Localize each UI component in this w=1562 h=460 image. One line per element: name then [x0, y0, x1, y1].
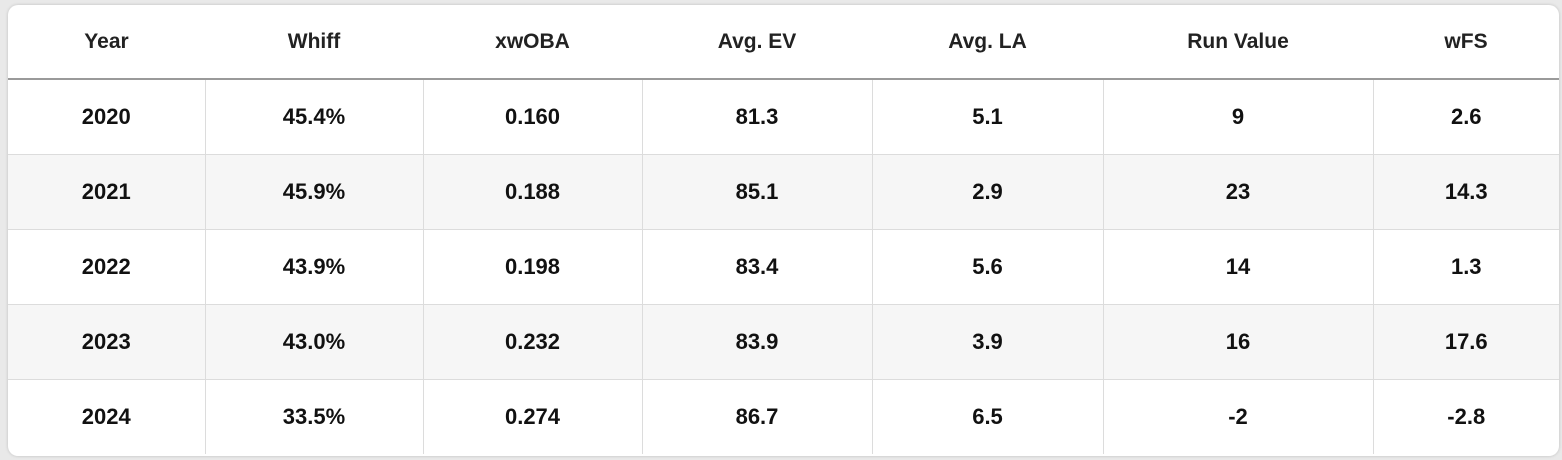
- table-row: 2020 45.4% 0.160 81.3 5.1 9 2.6: [8, 79, 1559, 155]
- cell-year: 2020: [8, 79, 206, 155]
- cell-whiff: 45.4%: [205, 79, 424, 155]
- cell-run-value: -2: [1103, 379, 1374, 454]
- cell-xwoba: 0.188: [423, 154, 643, 230]
- cell-avg-la: 6.5: [872, 379, 1104, 454]
- cell-run-value: 9: [1103, 79, 1374, 155]
- cell-avg-la: 5.1: [872, 79, 1104, 155]
- cell-whiff: 33.5%: [205, 379, 424, 454]
- cell-xwoba: 0.274: [423, 379, 643, 454]
- cell-wfs: 1.3: [1373, 229, 1559, 305]
- cell-avg-la: 5.6: [872, 229, 1104, 305]
- stats-table: Year Whiff xwOBA Avg. EV Avg. LA Run Val…: [8, 5, 1559, 454]
- cell-wfs: -2.8: [1447, 404, 1486, 429]
- cell-year: 2022: [8, 229, 206, 305]
- cell-avg-ev: 86.7: [642, 379, 873, 454]
- cell-xwoba: 0.232: [423, 304, 643, 380]
- header-run-value: Run Value: [1103, 5, 1373, 80]
- cell-avg-ev: 83.4: [642, 229, 873, 305]
- table-header: Year Whiff xwOBA Avg. EV Avg. LA Run Val…: [8, 5, 1559, 80]
- table-row: 2022 43.9% 0.198 83.4 5.6 14 1.3: [8, 229, 1559, 305]
- header-row: Year Whiff xwOBA Avg. EV Avg. LA Run Val…: [8, 5, 1559, 80]
- cell-wfs: 14.3: [1373, 154, 1559, 230]
- cell-year: 2024: [8, 379, 206, 454]
- cell-year: 2023: [8, 304, 206, 380]
- cell-whiff: 43.0%: [205, 304, 424, 380]
- table-body: 2020 45.4% 0.160 81.3 5.1 9 2.6 2021 45.…: [8, 79, 1559, 454]
- cell-year: 2021: [8, 154, 206, 230]
- header-avg-ev: Avg. EV: [642, 5, 872, 80]
- cell-xwoba: 0.160: [423, 79, 643, 155]
- cell-avg-ev: 85.1: [642, 154, 873, 230]
- cell-avg-ev: 81.3: [642, 79, 873, 155]
- cell-avg-ev: 83.9: [642, 304, 873, 380]
- table-row: 2024 33.5% 0.274 86.7 6.5 -2 -2.8: [8, 379, 1559, 454]
- cell-run-value: 16: [1103, 304, 1374, 380]
- header-year: Year: [8, 5, 205, 80]
- table-row: 2021 45.9% 0.188 85.1 2.9 23 14.3: [8, 154, 1559, 230]
- header-wfs: wFS: [1373, 5, 1559, 80]
- cell-wfs: 2.6: [1373, 79, 1559, 155]
- cell-run-value: 14: [1103, 229, 1374, 305]
- header-whiff: Whiff: [205, 5, 423, 80]
- cell-wfs: 17.6: [1373, 304, 1559, 380]
- cell-run-value: 23: [1103, 154, 1374, 230]
- header-avg-la: Avg. LA: [872, 5, 1103, 80]
- stats-table-card: Year Whiff xwOBA Avg. EV Avg. LA Run Val…: [8, 5, 1559, 456]
- cell-xwoba: 0.198: [423, 229, 643, 305]
- cell-avg-la: 2.9: [872, 154, 1104, 230]
- cell-avg-la: 3.9: [872, 304, 1104, 380]
- table-row: 2023 43.0% 0.232 83.9 3.9 16 17.6: [8, 304, 1559, 380]
- header-xwoba: xwOBA: [423, 5, 642, 80]
- cell-whiff: 43.9%: [205, 229, 424, 305]
- cell-whiff: 45.9%: [205, 154, 424, 230]
